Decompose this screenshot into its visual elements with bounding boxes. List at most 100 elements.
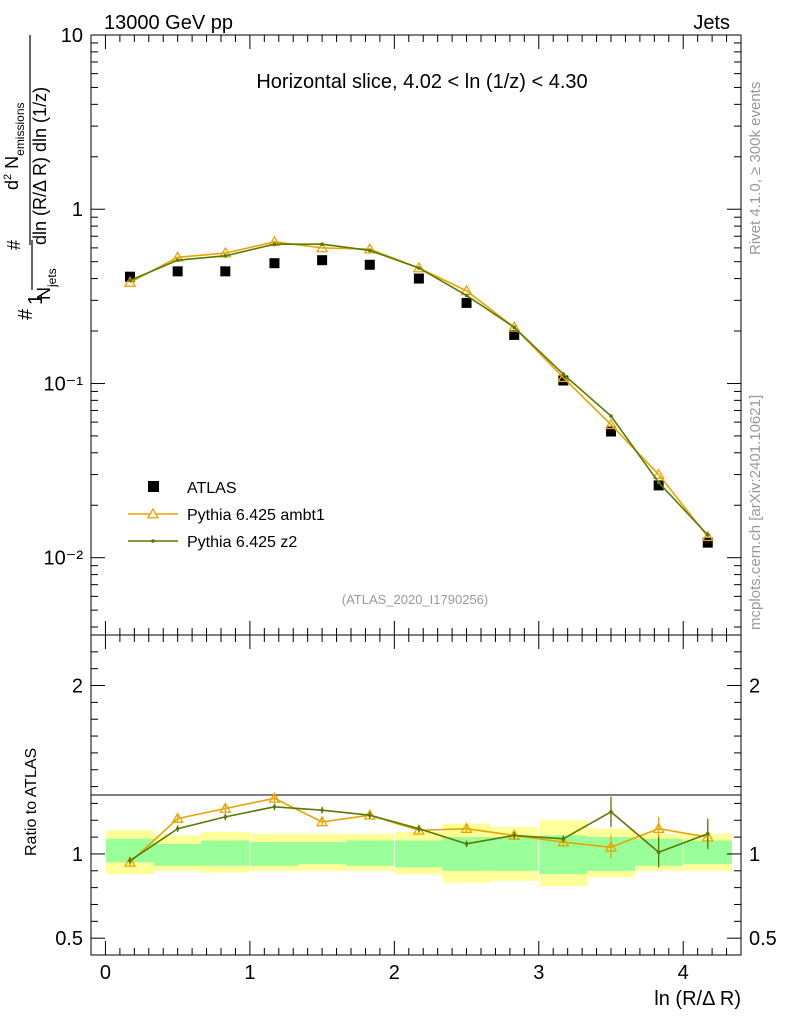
z2-point [223, 254, 228, 258]
z2-point [320, 242, 324, 246]
ratio-xticklabel: 3 [533, 962, 544, 984]
ratio-z2-point [367, 813, 372, 818]
atlas-point [172, 266, 183, 277]
main-yticklabel: 10⁻¹ [44, 373, 84, 395]
legend: ATLAS Pythia 6.425 ambt1 Pythia 6.425 z2 [128, 480, 325, 551]
rivet-label: Rivet 4.1.0, ≥ 300k events [747, 82, 764, 255]
z2-point [609, 414, 613, 418]
ratio-yticklabel: 2 [72, 676, 83, 698]
ratio-ambt1-point [604, 840, 618, 852]
ratio-ambt1-point [557, 835, 570, 847]
inner-band [394, 840, 443, 868]
ratio-ambt1-point [123, 856, 137, 867]
atlas-point [702, 537, 713, 548]
atlas-point [509, 329, 520, 340]
z2-point [367, 248, 372, 253]
ylabel-hash2: # [4, 240, 24, 250]
ratio-ambt1-point [268, 792, 281, 803]
analysis-watermark: (ATLAS_2020_I1790256) [342, 592, 488, 607]
z2-point [656, 480, 661, 485]
atlas-point [558, 375, 569, 386]
ratio-xticklabel: 0 [100, 962, 111, 984]
z2-point [417, 266, 421, 270]
ylabel-hash1: # [15, 308, 37, 320]
main-ylabel: # 1 Njets # d2 Nemissions dln (R/Δ R) dl… [2, 35, 59, 320]
main-yticklabel: 10 [61, 25, 83, 47]
inner-band [105, 838, 155, 863]
legend-label: Pythia 6.425 ambt1 [187, 507, 325, 524]
ambt1-point [363, 242, 376, 254]
ratio-z2-point [705, 831, 710, 836]
atlas-point [269, 258, 280, 269]
ambt1-point [508, 321, 521, 332]
atlas-point [653, 480, 664, 491]
chart-title: Horizontal slice, 4.02 < ln (1/z) < 4.30 [256, 71, 587, 93]
ratio-ambt1-point [219, 802, 232, 813]
atlas-point [413, 273, 424, 284]
ratio-ambt1-point [171, 812, 184, 823]
svg-text:#: # [15, 308, 37, 320]
ratio-z2-point [272, 804, 277, 809]
ratio-z2-point [464, 842, 469, 846]
ratio-ambt1-point [460, 822, 473, 834]
atlas-point [317, 255, 328, 266]
ratio-z2-point [512, 833, 517, 838]
ratio-ylabel: Ratio to ATLAS [23, 748, 40, 856]
ambt1-point [701, 530, 714, 542]
inner-band [201, 840, 250, 866]
main-yticklabel: 1 [72, 199, 83, 221]
energy-label: 13000 GeV pp [104, 12, 233, 34]
main-yticklabel: 10⁻² [44, 548, 84, 570]
ylabel-d2n: d2 Nemissions [2, 103, 27, 191]
main-panel: Horizontal slice, 4.02 < ln (1/z) < 4.30… [44, 25, 742, 636]
ratio-z2-point [320, 808, 324, 812]
z2-point [561, 372, 566, 377]
ratio-z2-point [223, 815, 228, 819]
ambt1-point [604, 418, 618, 430]
atlas-point [364, 259, 375, 270]
inner-band [250, 842, 299, 866]
inner-band [153, 843, 202, 866]
z2-point [464, 293, 469, 298]
ratio-xticklabel: 2 [389, 962, 400, 984]
ratio-ambt1-point [315, 815, 329, 827]
atlas-point [461, 297, 472, 308]
ratio-yticklabel: 0.5 [55, 928, 83, 950]
xlabel: ln (R/Δ R) [654, 988, 741, 1010]
ylabel-njets: Njets [34, 268, 59, 300]
atlas-point [220, 266, 231, 277]
ratio-frame [90, 634, 742, 956]
jets-label: Jets [693, 12, 730, 34]
ratio-z2-point [175, 826, 180, 831]
ratio-yticklabel-right: 2 [749, 676, 760, 698]
legend-z2-marker [151, 539, 155, 543]
legend-ambt1-marker [146, 507, 160, 519]
ratio-yticklabel-right: 0.5 [749, 928, 777, 950]
inner-band [490, 837, 539, 871]
legend-label: ATLAS [187, 480, 237, 497]
inner-band [345, 840, 394, 866]
z2-point [272, 242, 277, 246]
ratio-xticklabel: 4 [678, 962, 689, 984]
ratio-z2-point [417, 826, 421, 831]
legend-atlas-marker [148, 481, 159, 492]
inner-band [298, 842, 347, 865]
ratio-xticklabel: 1 [244, 962, 255, 984]
ylabel-denominator: dln (R/Δ R) dln (1/z) [30, 87, 50, 245]
ambt1-point [652, 468, 665, 479]
z2-point [175, 258, 180, 262]
z2-point [512, 325, 517, 330]
ratio-z2-point [609, 810, 613, 814]
ratio-panel: 2 2 1 1 0.5 0.5 0 1 2 3 4 [55, 634, 777, 984]
z2-point [128, 278, 132, 283]
ratio-z2-point [656, 850, 661, 855]
inner-band [683, 840, 732, 865]
ratio-yticklabel-right: 1 [749, 844, 760, 866]
atlas-point [606, 426, 616, 437]
ratio-yticklabel: 1 [72, 844, 83, 866]
legend-label: Pythia 6.425 z2 [187, 534, 297, 551]
z2-point [705, 533, 710, 537]
ylabel-fraction: 1 [25, 294, 47, 305]
mcplots-label: mcplots.cern.ch [arXiv:2401.10621] [747, 395, 764, 630]
